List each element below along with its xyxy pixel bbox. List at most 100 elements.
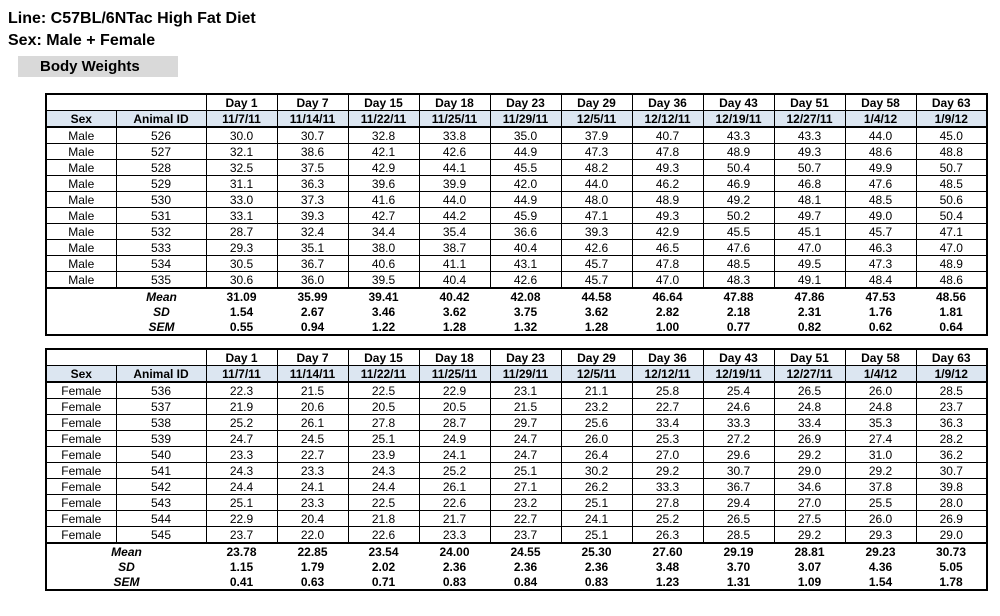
animal-id-cell: 543 [115, 494, 207, 511]
weight-cell: 27.2 [702, 430, 775, 447]
weight-cell: 40.7 [631, 126, 704, 144]
sex-cell: Male [45, 175, 117, 192]
day-column-header: Day 51 [773, 93, 846, 111]
weight-cell: 22.6 [347, 526, 420, 544]
animal-row: Female 542 24.4 24.1 24.4 26.1 27.1 26.2 33.3 36.… [45, 478, 988, 495]
weight-cell: 42.6 [560, 239, 633, 256]
sex-cell: Male [45, 207, 117, 224]
sex-cell: Male [45, 126, 117, 144]
stat-value: 3.48 [632, 559, 703, 574]
weight-cell: 48.2 [560, 159, 633, 176]
weight-cell: 24.3 [205, 462, 278, 479]
weight-cell: 42.9 [347, 159, 420, 176]
weight-cell: 29.0 [773, 462, 846, 479]
weight-cell: 22.3 [205, 381, 278, 399]
weight-cell: 42.6 [489, 271, 562, 289]
stat-value: 3.07 [774, 559, 845, 574]
weight-cell: 47.0 [915, 239, 988, 256]
weight-cell: 27.0 [773, 494, 846, 511]
weight-cell: 46.9 [702, 175, 775, 192]
animal-id-column-header: Animal ID [115, 110, 207, 128]
weight-cell: 47.3 [844, 255, 917, 272]
weight-cell: 24.5 [276, 430, 349, 447]
weight-cell: 33.1 [205, 207, 278, 224]
weight-cell: 36.0 [276, 271, 349, 289]
stat-value: 3.62 [561, 304, 632, 319]
animal-row: Female 540 23.3 22.7 23.9 24.1 24.7 26.4 27.0 29.… [45, 446, 988, 463]
weight-cell: 45.7 [560, 271, 633, 289]
weight-cell: 40.4 [418, 271, 491, 289]
weight-cell: 48.8 [915, 143, 988, 160]
weight-cell: 29.2 [773, 526, 846, 544]
weight-cell: 25.6 [560, 414, 633, 431]
stat-label: SEM [46, 574, 206, 590]
weight-cell: 23.7 [489, 526, 562, 544]
weight-cell: 36.7 [702, 478, 775, 495]
stat-value: 28.81 [774, 542, 845, 559]
stat-value: 0.82 [774, 319, 845, 335]
stat-value: 2.67 [277, 304, 348, 319]
weight-cell: 34.4 [347, 223, 420, 240]
male-body-weights-table: Day 1 Day 7 Day 15 Day 18 Day 23 Day 29 Day 36… [45, 93, 988, 336]
date-column-header: 11/29/11 [489, 365, 562, 383]
weight-cell: 50.7 [773, 159, 846, 176]
weight-cell: 36.3 [276, 175, 349, 192]
weight-cell: 35.3 [844, 414, 917, 431]
weight-cell: 25.5 [844, 494, 917, 511]
day-column-header: Day 36 [631, 93, 704, 111]
stat-value: 0.62 [845, 319, 916, 335]
weight-cell: 21.7 [418, 510, 491, 527]
stat-value: 2.18 [703, 304, 774, 319]
weight-cell: 49.3 [773, 143, 846, 160]
weight-cell: 50.4 [702, 159, 775, 176]
animal-row: Female 544 22.9 20.4 21.8 21.7 22.7 24.1 25.2 26.… [45, 510, 988, 527]
weight-cell: 28.7 [205, 223, 278, 240]
weight-cell: 50.7 [915, 159, 988, 176]
weight-cell: 32.8 [347, 126, 420, 144]
weight-cell: 42.7 [347, 207, 420, 224]
weight-cell: 23.2 [489, 494, 562, 511]
weight-cell: 48.6 [844, 143, 917, 160]
weight-cell: 48.5 [844, 191, 917, 208]
weight-cell: 24.4 [347, 478, 420, 495]
stat-value: 1.09 [774, 574, 845, 590]
weight-cell: 49.0 [844, 207, 917, 224]
sex-cell: Female [45, 462, 117, 479]
day-column-header: Day 63 [915, 93, 988, 111]
stat-value: 47.86 [774, 287, 845, 304]
weight-cell: 23.3 [418, 526, 491, 544]
weight-cell: 49.1 [773, 271, 846, 289]
animal-id-cell: 534 [115, 255, 207, 272]
weight-cell: 25.2 [418, 462, 491, 479]
weight-cell: 50.4 [915, 207, 988, 224]
date-column-header: 12/5/11 [560, 365, 633, 383]
day-column-header: Day 1 [205, 348, 278, 366]
weight-cell: 23.1 [489, 381, 562, 399]
weight-cell: 48.6 [915, 271, 988, 289]
weight-cell: 48.9 [915, 255, 988, 272]
date-column-header: 11/7/11 [205, 110, 278, 128]
date-column-header: 12/19/11 [702, 110, 775, 128]
weight-cell: 49.7 [773, 207, 846, 224]
weight-cell: 26.0 [560, 430, 633, 447]
date-column-header: 12/27/11 [773, 365, 846, 383]
date-column-header: 12/12/11 [631, 110, 704, 128]
weight-cell: 48.1 [773, 191, 846, 208]
animal-id-cell: 533 [115, 239, 207, 256]
date-column-header: 1/9/12 [915, 110, 988, 128]
weight-cell: 27.8 [631, 494, 704, 511]
day-column-header: Day 43 [702, 348, 775, 366]
weight-cell: 27.8 [347, 414, 420, 431]
sex-cell: Female [45, 381, 117, 399]
stat-value: 0.77 [703, 319, 774, 335]
weight-cell: 47.6 [844, 175, 917, 192]
stat-value: 0.64 [916, 319, 987, 335]
date-column-header: 1/9/12 [915, 365, 988, 383]
weight-cell: 22.7 [276, 446, 349, 463]
weight-cell: 28.5 [702, 526, 775, 544]
day-column-header: Day 36 [631, 348, 704, 366]
weight-cell: 46.8 [773, 175, 846, 192]
weight-cell: 42.1 [347, 143, 420, 160]
weight-cell: 26.9 [773, 430, 846, 447]
